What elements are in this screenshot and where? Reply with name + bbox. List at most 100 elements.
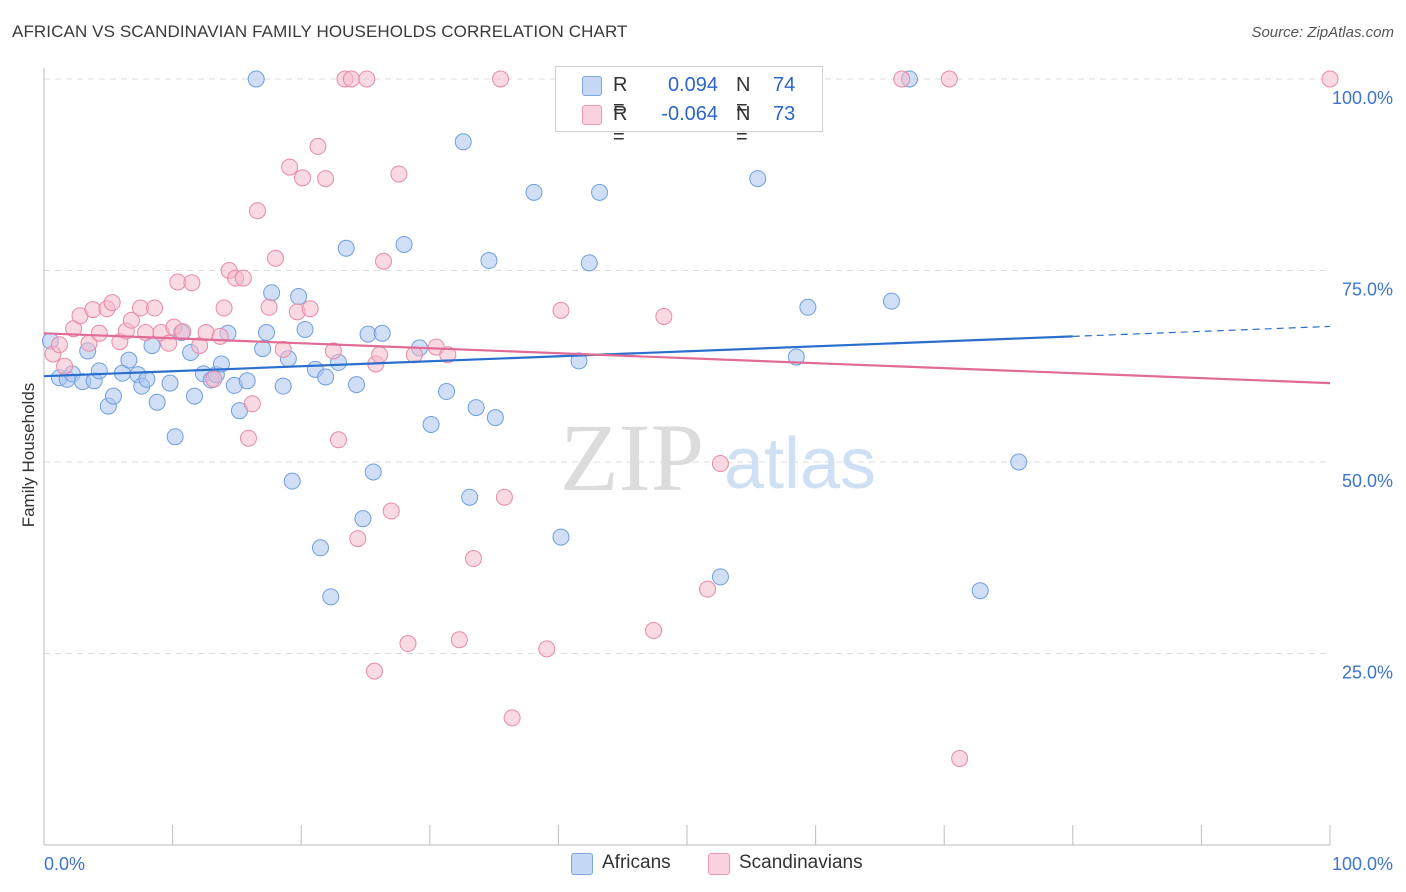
point-africans	[257, 324, 275, 342]
point-scandinavians	[495, 488, 513, 506]
point-scandinavians	[538, 640, 556, 658]
point-africans	[971, 582, 989, 600]
point-africans	[161, 374, 179, 392]
point-scandinavians	[103, 294, 121, 312]
y-tick-label: 25.0%	[1342, 663, 1393, 683]
point-africans	[296, 320, 314, 338]
point-africans	[254, 340, 272, 358]
point-scandinavians	[309, 137, 327, 155]
point-africans	[311, 539, 329, 557]
legend-swatch-scandinavians	[582, 105, 602, 125]
grid	[44, 78, 1330, 654]
point-africans	[317, 368, 335, 386]
point-scandinavians	[329, 431, 347, 449]
point-africans	[337, 239, 355, 257]
x-tick-labels: 0.0% 100.0%	[44, 854, 1393, 874]
y-tick-labels: 25.0% 50.0% 75.0% 100.0%	[1332, 88, 1393, 683]
point-scandinavians	[183, 274, 201, 292]
legend-r-label: R =	[613, 74, 628, 119]
trend-line-extension-africans	[1072, 325, 1331, 337]
point-africans	[438, 383, 456, 401]
point-africans	[373, 324, 391, 342]
point-scandinavians	[274, 340, 292, 358]
point-scandinavians	[169, 273, 187, 291]
point-africans	[480, 252, 498, 270]
point-africans	[711, 568, 729, 586]
point-africans	[322, 588, 340, 606]
point-africans	[454, 133, 472, 151]
point-africans	[364, 463, 382, 481]
legend-n-label: N =	[736, 74, 751, 119]
point-scandinavians	[260, 298, 278, 316]
point-africans	[148, 393, 166, 411]
point-scandinavians	[205, 370, 223, 388]
point-scandinavians	[390, 165, 408, 183]
point-scandinavians	[699, 580, 717, 598]
legend-swatch-africans	[571, 853, 593, 875]
point-scandinavians	[375, 252, 393, 270]
point-africans	[591, 183, 609, 201]
point-scandinavians	[552, 301, 570, 319]
point-scandinavians	[239, 429, 257, 447]
point-scandinavians	[50, 336, 68, 354]
point-africans	[347, 376, 365, 394]
point-scandinavians	[940, 70, 958, 88]
point-scandinavians	[399, 635, 417, 653]
y-tick-label: 75.0%	[1342, 280, 1393, 300]
point-scandinavians	[281, 158, 299, 176]
point-scandinavians	[146, 299, 164, 317]
point-scandinavians	[450, 631, 468, 649]
point-scandinavians	[301, 300, 319, 318]
point-scandinavians	[366, 662, 384, 680]
point-africans	[552, 528, 570, 546]
legend-n-label: N =	[736, 103, 751, 148]
trend-line-scandinavians	[43, 332, 1331, 385]
point-africans	[395, 235, 413, 253]
point-scandinavians	[342, 70, 360, 88]
chart-title: AFRICAN VS SCANDINAVIAN FAMILY HOUSEHOLD…	[12, 22, 628, 41]
point-scandinavians	[893, 70, 911, 88]
trend-line-africans	[43, 335, 1073, 378]
watermark-zip: ZIP	[560, 404, 704, 511]
point-africans	[467, 399, 485, 417]
point-africans	[263, 284, 281, 302]
point-scandinavians	[503, 709, 521, 727]
point-scandinavians	[951, 749, 969, 767]
point-africans	[274, 377, 292, 395]
data-points	[41, 70, 1339, 767]
point-africans	[1010, 453, 1028, 471]
stats-legend: R = 0.094 N = 74 R = -0.064 N = 73	[555, 66, 823, 148]
point-scandinavians	[122, 311, 140, 329]
point-africans	[290, 288, 308, 306]
point-scandinavians	[1321, 70, 1339, 88]
y-tick-label: 100.0%	[1332, 88, 1393, 108]
legend-r-value: -0.064	[661, 103, 718, 125]
point-africans	[525, 183, 543, 201]
y-axis-label: Family Households	[19, 382, 38, 528]
point-scandinavians	[56, 357, 74, 375]
point-africans	[359, 325, 377, 343]
point-scandinavians	[131, 299, 149, 317]
point-africans	[238, 372, 256, 390]
point-scandinavians	[439, 346, 457, 364]
point-scandinavians	[324, 342, 342, 360]
point-africans	[138, 370, 156, 388]
point-africans	[283, 472, 301, 490]
trend-lines	[43, 325, 1331, 385]
point-scandinavians	[215, 299, 233, 317]
point-scandinavians	[211, 327, 229, 345]
point-africans	[120, 351, 138, 369]
point-africans	[749, 170, 767, 188]
legend-r-label: R =	[613, 103, 628, 148]
point-africans	[486, 409, 504, 427]
point-scandinavians	[405, 346, 423, 364]
point-scandinavians	[492, 70, 510, 88]
point-scandinavians	[234, 269, 252, 287]
point-scandinavians	[248, 202, 266, 220]
point-africans	[185, 387, 203, 405]
point-africans	[461, 488, 479, 506]
legend-label-scandinavians: Scandinavians	[739, 852, 863, 873]
point-scandinavians	[645, 622, 663, 640]
x-tick-label: 0.0%	[44, 854, 85, 874]
legend-swatch-scandinavians	[708, 853, 730, 875]
